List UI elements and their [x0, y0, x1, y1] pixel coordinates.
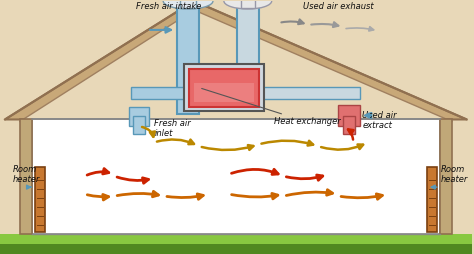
Bar [239, 87, 360, 99]
Bar [241, 0, 255, 8]
Bar [129, 106, 149, 126]
Ellipse shape [224, 0, 272, 9]
Bar [184, 64, 264, 112]
Text: Room
heater: Room heater [441, 165, 468, 184]
Bar [32, 119, 440, 234]
Bar [133, 117, 146, 134]
Bar [20, 119, 32, 234]
Text: Used air exhaust: Used air exhaust [303, 2, 374, 11]
Bar [338, 105, 360, 126]
Text: Fresh air intake: Fresh air intake [137, 2, 202, 11]
Text: Fresh air
inlet: Fresh air inlet [154, 119, 191, 138]
Bar [177, 1, 199, 115]
Bar [427, 167, 437, 232]
Bar [0, 244, 472, 254]
Bar [237, 1, 259, 106]
Bar [440, 119, 452, 234]
Bar [189, 78, 199, 92]
Bar [237, 78, 259, 92]
Polygon shape [5, 1, 467, 119]
Bar [189, 69, 259, 106]
Ellipse shape [163, 0, 213, 9]
Text: Room
heater: Room heater [13, 165, 40, 184]
Bar [35, 167, 45, 232]
Bar [180, 0, 196, 8]
Text: Used air
extract: Used air extract [362, 111, 397, 130]
Bar [194, 83, 254, 102]
Bar [0, 234, 472, 254]
Text: Heat exchanger: Heat exchanger [201, 88, 340, 126]
Polygon shape [20, 10, 452, 121]
Bar [343, 117, 355, 134]
Bar [131, 87, 197, 99]
